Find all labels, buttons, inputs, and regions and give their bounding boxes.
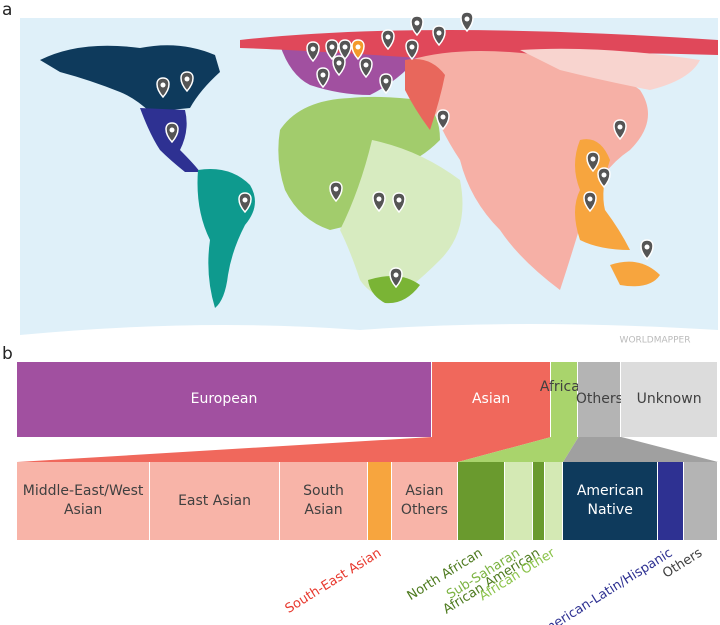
bar-segment: European bbox=[17, 362, 432, 437]
segment-label: South Asian bbox=[303, 483, 344, 518]
pin-dot bbox=[184, 76, 190, 82]
oceania bbox=[610, 261, 660, 287]
southern-africa bbox=[368, 276, 420, 304]
segment-label: East Asian bbox=[178, 492, 251, 509]
bar-segment bbox=[457, 462, 505, 540]
connectors bbox=[17, 437, 718, 462]
segment-label: Asian bbox=[471, 391, 511, 408]
sub-saharan-africa bbox=[340, 140, 463, 300]
pin-dot bbox=[355, 44, 361, 50]
segment-label: European bbox=[190, 391, 258, 408]
pins bbox=[156, 11, 654, 289]
pin-dot bbox=[644, 244, 650, 250]
bar-segment: American Native bbox=[563, 462, 659, 540]
pin-dot bbox=[436, 30, 442, 36]
segment-label: Middle-East/West Asian bbox=[22, 483, 144, 518]
bar-segment bbox=[544, 462, 563, 540]
bar-segment bbox=[658, 462, 685, 540]
connector bbox=[563, 437, 718, 462]
pin-dot bbox=[590, 156, 596, 162]
pin-dot bbox=[242, 197, 248, 203]
pin-dot bbox=[320, 72, 326, 78]
south-east-asia bbox=[575, 139, 630, 250]
bottom-bar: Middle-East/West Asian East Asian South As… bbox=[17, 462, 718, 540]
pin-dot bbox=[396, 197, 402, 203]
bar-segment: Asian Others bbox=[392, 462, 458, 540]
bar-segment: South Asian bbox=[279, 462, 369, 540]
bar-segment: African bbox=[540, 362, 589, 437]
bar-segment: Middle-East/West Asian bbox=[17, 462, 151, 540]
pin-dot bbox=[329, 44, 335, 50]
pin-dot bbox=[587, 196, 593, 202]
antarctica bbox=[20, 324, 718, 355]
segment-label: Asian Others bbox=[400, 483, 448, 518]
panel-label: b bbox=[2, 344, 13, 364]
map: WORLDMAPPER bbox=[20, 18, 718, 355]
segment-label: Unknown bbox=[636, 391, 702, 408]
pin-dot bbox=[383, 78, 389, 84]
pin-dot bbox=[160, 82, 166, 88]
bar-segment bbox=[504, 462, 533, 540]
russia bbox=[520, 48, 700, 90]
asia bbox=[410, 51, 648, 290]
pin-dot bbox=[169, 127, 175, 133]
pin-dot bbox=[440, 114, 446, 120]
connector bbox=[457, 437, 579, 462]
bar-segment: Others bbox=[576, 362, 623, 437]
pin-dot bbox=[414, 20, 420, 26]
top-bar: European Asian African Others Unknown bbox=[17, 362, 718, 437]
bar-segment: Unknown bbox=[621, 362, 718, 437]
pin-dot bbox=[601, 172, 607, 178]
pin-dot bbox=[333, 186, 339, 192]
bar-segment: Asian bbox=[431, 362, 552, 437]
segment-label: American Native bbox=[576, 483, 644, 518]
connector bbox=[17, 437, 552, 462]
pin-dot bbox=[409, 44, 415, 50]
pin-dot bbox=[464, 16, 470, 22]
north-america bbox=[40, 45, 220, 112]
pin-dot bbox=[385, 34, 391, 40]
segment-label: African bbox=[539, 379, 589, 395]
pin-dot bbox=[376, 196, 382, 202]
watermark: WORLDMAPPER bbox=[620, 336, 691, 346]
pin-dot bbox=[363, 62, 369, 68]
pin-dot bbox=[342, 44, 348, 50]
north-africa bbox=[278, 96, 440, 230]
middle-east bbox=[405, 59, 445, 130]
segment-label: Others bbox=[575, 391, 623, 408]
pin-dot bbox=[336, 60, 342, 66]
segment-label: South-East Asian bbox=[283, 546, 384, 617]
pin-dot bbox=[310, 46, 316, 52]
bar-segment bbox=[368, 462, 392, 540]
rotated-labels: South-East Asian North AfricanSub-Saharan… bbox=[283, 545, 706, 625]
pin-dot bbox=[393, 272, 399, 278]
panel-label: a bbox=[2, 0, 12, 20]
bar-segment bbox=[684, 462, 718, 540]
bar-segment bbox=[532, 462, 545, 540]
bar-segment: East Asian bbox=[150, 462, 280, 540]
pin-dot bbox=[617, 124, 623, 130]
